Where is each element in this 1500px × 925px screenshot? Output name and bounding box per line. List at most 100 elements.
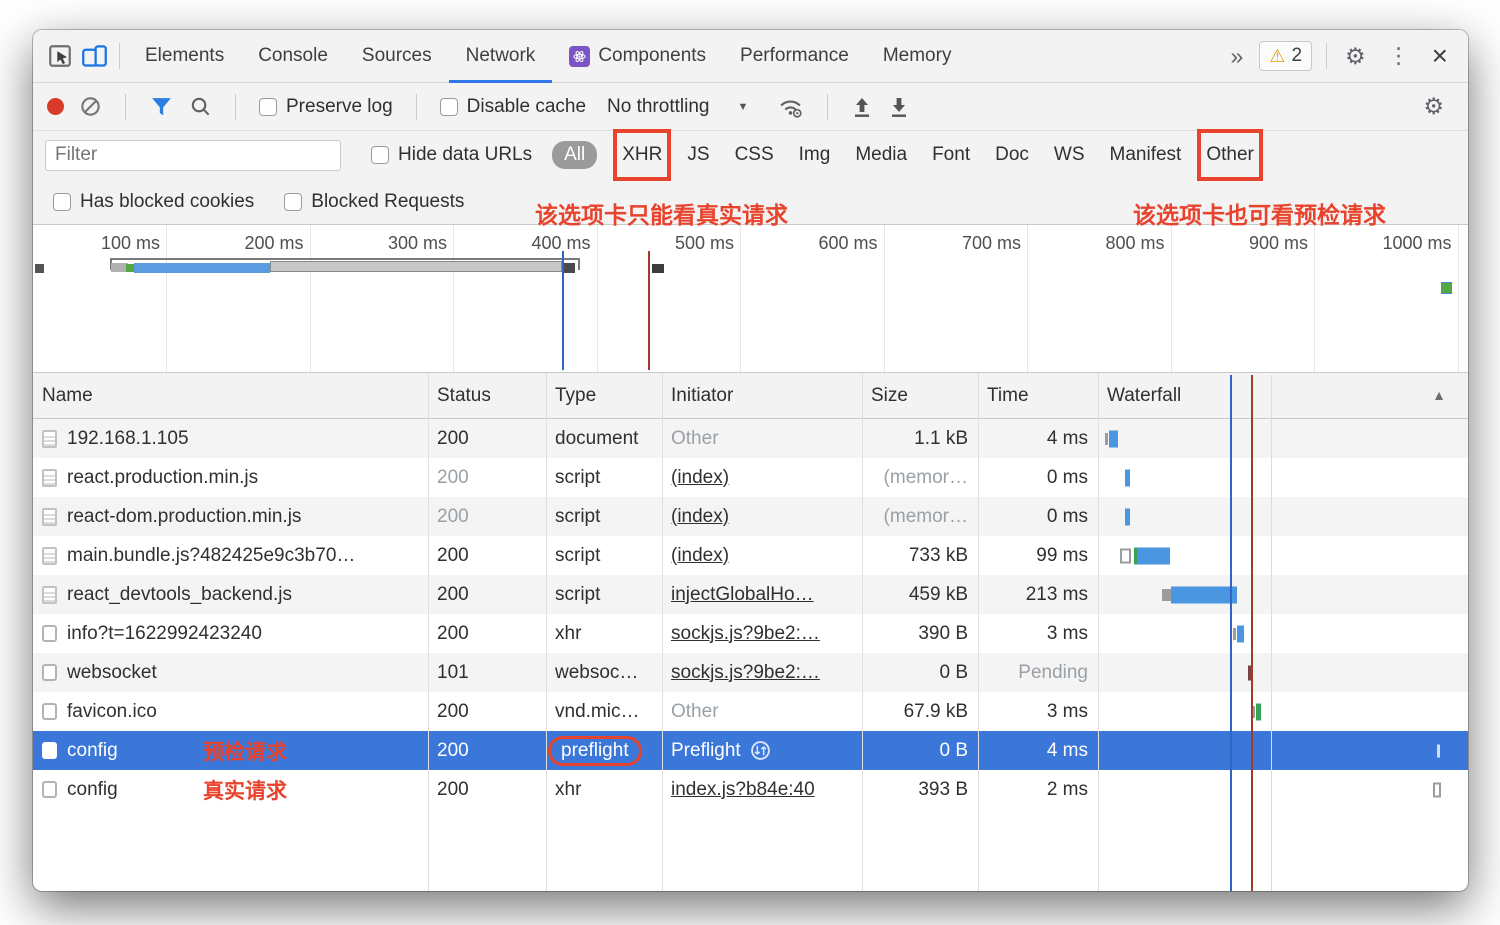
device-toolbar-icon[interactable] [77, 39, 111, 73]
hide-data-urls-checkbox[interactable] [371, 146, 389, 164]
table-row[interactable]: react-dom.production.min.js 200 script (ind… [33, 497, 1468, 536]
filter-pill-js[interactable]: JS [687, 144, 710, 165]
filter-pill-img[interactable]: Img [798, 144, 831, 165]
initiator-cell: Preflight [662, 731, 862, 770]
preserve-log-toggle[interactable]: Preserve log [259, 96, 393, 118]
tab-sources[interactable]: Sources [345, 30, 449, 83]
tab-label: Components [598, 45, 707, 66]
time-cell: 3 ms [978, 614, 1098, 653]
type-value: preflight [548, 735, 642, 766]
tab-performance[interactable]: Performance [723, 30, 866, 83]
close-icon[interactable]: × [1431, 40, 1448, 71]
filter-input[interactable] [45, 139, 341, 171]
tab-components[interactable]: Components [552, 30, 723, 83]
size-cell: 393 B [862, 770, 978, 809]
initiator-value[interactable]: (index) [671, 505, 730, 527]
filter-pill-other[interactable]: Other [1197, 129, 1263, 181]
dcl-event-line [562, 251, 564, 370]
more-options-icon[interactable]: ⋮ [1387, 43, 1410, 68]
column-header-initiator[interactable]: Initiator [671, 384, 734, 406]
overview-bar [134, 263, 270, 273]
disable-cache-checkbox[interactable] [439, 97, 458, 116]
table-row[interactable]: 192.168.1.105 200 document Other 1.1 kB 4 ms [33, 419, 1468, 458]
settings-gear-icon[interactable]: ⚙ [1345, 42, 1366, 69]
clear-icon[interactable] [79, 95, 102, 118]
export-har-icon[interactable] [888, 95, 910, 119]
column-header-status[interactable]: Status [437, 384, 491, 406]
column-header-name[interactable]: Name [42, 384, 93, 406]
waterfall-bar [1125, 469, 1130, 486]
filter-pill-font[interactable]: Font [932, 144, 971, 165]
table-row[interactable]: websocket 101 websoc… sockjs.js?9be2:… 0 B Pe… [33, 653, 1468, 692]
table-row[interactable]: info?t=1622992423240 200 xhr sockjs.js?9be2… [33, 614, 1468, 653]
tab-elements[interactable]: Elements [128, 30, 241, 83]
initiator-value[interactable]: sockjs.js?9be2:… [671, 661, 820, 683]
filter-pill-css[interactable]: CSS [734, 144, 774, 165]
preserve-log-checkbox[interactable] [259, 97, 277, 116]
throttling-select[interactable]: No throttling ▼ [607, 96, 748, 118]
filter-pill-xhr[interactable]: XHR [613, 129, 672, 181]
table-row[interactable]: react.production.min.js 200 script (index) (… [33, 458, 1468, 497]
initiator-cell: (index) [662, 497, 862, 536]
type-cell: script [546, 458, 662, 497]
type-value: document [555, 427, 639, 449]
table-row[interactable]: favicon.ico 200 vnd.mic… Other 67.9 kB 3 ms [33, 692, 1468, 731]
annotation-preflight-visible: 该选项卡也可看预检请求 [1133, 202, 1386, 228]
initiator-value[interactable]: index.js?b84e:40 [671, 778, 815, 800]
column-header-time[interactable]: Time [987, 384, 1029, 406]
hide-data-urls-toggle[interactable]: Hide data URLs [371, 144, 532, 166]
filter-pill-doc[interactable]: Doc [995, 144, 1029, 165]
size-cell: 0 B [862, 653, 978, 692]
network-conditions-icon[interactable] [777, 94, 804, 119]
tab-network[interactable]: Network [449, 30, 553, 83]
column-header-size[interactable]: Size [871, 384, 908, 406]
sort-arrow-icon[interactable]: ▲ [1432, 387, 1446, 403]
initiator-cell: sockjs.js?9be2:… [662, 614, 862, 653]
panel-tabs: Elements Console Sources Network Components P… [128, 30, 968, 83]
size-value: 67.9 kB [903, 700, 968, 722]
inspect-element-icon[interactable] [43, 39, 77, 73]
disable-cache-toggle[interactable]: Disable cache [439, 96, 586, 118]
issues-badge[interactable]: ⚠ 2 [1259, 41, 1313, 71]
has-blocked-cookies-checkbox[interactable] [53, 192, 71, 211]
blocked-requests-toggle[interactable]: Blocked Requests [284, 191, 464, 213]
request-name: favicon.ico [67, 700, 157, 722]
initiator-value[interactable]: injectGlobalHo… [671, 583, 814, 605]
waterfall-bar [1171, 586, 1237, 603]
filter-funnel-icon[interactable] [149, 95, 174, 118]
divider [827, 93, 829, 120]
size-value: (memor… [883, 466, 968, 488]
table-row[interactable]: main.bundle.js?482425e9c3b70… 200 script (i… [33, 536, 1468, 575]
record-icon[interactable] [47, 98, 64, 115]
search-icon[interactable] [189, 95, 212, 118]
requests-table-header: Name Status Type Initiator Size Time Wat… [33, 373, 1468, 419]
initiator-value[interactable]: (index) [671, 466, 730, 488]
blocked-requests-checkbox[interactable] [284, 192, 303, 211]
divider [415, 93, 417, 120]
initiator-cell: sockjs.js?9be2:… [662, 653, 862, 692]
tab-memory[interactable]: Memory [866, 30, 969, 83]
initiator-value[interactable]: (index) [671, 544, 730, 566]
size-value: 0 B [939, 661, 968, 683]
import-har-icon[interactable] [851, 95, 873, 119]
waterfall-bar [1137, 547, 1170, 564]
status-value: 200 [437, 700, 469, 722]
more-tabs-icon[interactable]: » [1230, 42, 1244, 69]
network-settings-gear-icon[interactable]: ⚙ [1423, 93, 1444, 119]
table-row[interactable]: config 预检请求 200 preflight Preflight 0 B 4 ms [33, 731, 1468, 770]
tab-console[interactable]: Console [241, 30, 345, 83]
table-row[interactable]: react_devtools_backend.js 200 script inject… [33, 575, 1468, 614]
column-header-type[interactable]: Type [555, 384, 597, 406]
filter-pill-media[interactable]: Media [855, 144, 908, 165]
has-blocked-cookies-toggle[interactable]: Has blocked cookies [53, 191, 254, 213]
request-icon [42, 781, 57, 798]
initiator-value[interactable]: sockjs.js?9be2:… [671, 622, 820, 644]
size-cell: (memor… [862, 458, 978, 497]
time-value: 4 ms [1046, 739, 1088, 761]
filter-pill-all[interactable]: All [552, 141, 598, 169]
filter-pill-ws[interactable]: WS [1053, 144, 1085, 165]
table-row[interactable]: config 真实请求 200 xhr index.js?b84e:40 393 B 2 m… [33, 770, 1468, 809]
filter-pill-manifest[interactable]: Manifest [1109, 144, 1182, 165]
timeline-overview[interactable]: 100 ms 200 ms 300 ms 400 ms 500 ms 600 ms 700 … [33, 225, 1468, 373]
column-header-waterfall[interactable]: Waterfall [1107, 384, 1182, 406]
